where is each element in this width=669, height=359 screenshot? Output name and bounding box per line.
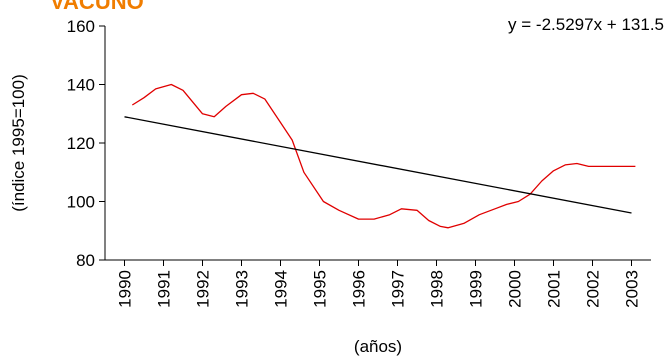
y-tick-label: 80 xyxy=(76,251,95,270)
x-tick-label: 1993 xyxy=(233,270,252,308)
x-tick-label: 1997 xyxy=(389,270,408,308)
x-tick-label: 1991 xyxy=(155,270,174,308)
x-tick-label: 2000 xyxy=(506,270,525,308)
y-tick-label: 100 xyxy=(67,193,95,212)
x-tick-label: 1990 xyxy=(116,270,135,308)
x-tick-label: 1999 xyxy=(467,270,486,308)
series-line xyxy=(131,83,636,229)
y-tick-label: 160 xyxy=(67,17,95,36)
chart-title: VACUNO xyxy=(50,0,144,14)
y-tick-label: 140 xyxy=(67,76,95,95)
y-tick-label: 120 xyxy=(67,134,95,153)
x-tick-label: 1992 xyxy=(194,270,213,308)
x-tick-label: 1998 xyxy=(428,270,447,308)
series-line xyxy=(124,116,632,214)
x-tick-label: 2003 xyxy=(623,270,642,308)
x-tick-label: 1994 xyxy=(272,270,291,308)
x-axis-label: (años) xyxy=(354,337,402,356)
x-tick-label: 1996 xyxy=(350,270,369,308)
x-tick-label: 1995 xyxy=(311,270,330,308)
y-axis-label: (índice 1995=100) xyxy=(9,74,28,212)
x-tick-label: 2001 xyxy=(545,270,564,308)
annotation: y = -2.5297x + 131.5 xyxy=(508,15,664,34)
x-tick-label: 2002 xyxy=(584,270,603,308)
